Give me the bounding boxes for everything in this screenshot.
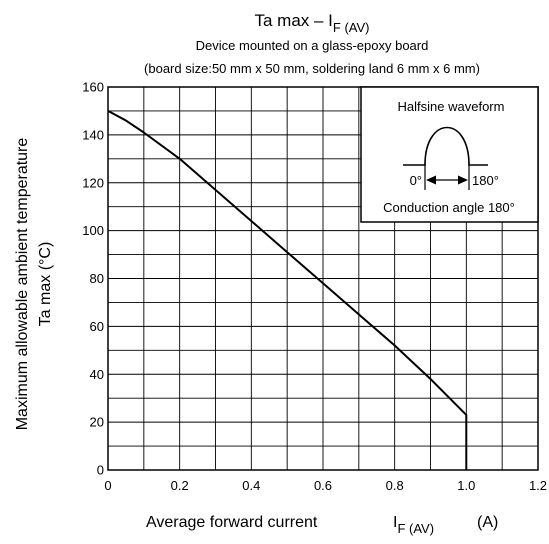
- halfsine-waveform-icon: [403, 126, 488, 166]
- y-tick-labels: 0 20 40 60 80 100 120 140 160: [82, 80, 104, 478]
- x-tick-label: 0: [104, 478, 111, 493]
- y-tick-label: 160: [82, 80, 104, 95]
- y-tick-label: 20: [90, 415, 104, 430]
- x-tick-label: 1.2: [529, 478, 547, 493]
- inset-box: Halfsine waveform 0° 180° Conduction ang…: [360, 86, 539, 223]
- y-tick-label: 80: [90, 271, 104, 286]
- x-tick-label: 0.4: [242, 478, 260, 493]
- chart-title-subscript: F (AV): [333, 20, 370, 35]
- y-axis-label-line2: Ta max (°C): [37, 242, 54, 327]
- inset-frame: [360, 86, 539, 223]
- x-axis-symbol-subscript: F (AV): [397, 521, 434, 536]
- x-tick-labels: 0 0.2 0.4 0.6 0.8 1.0 1.2: [104, 478, 547, 493]
- inset-title: Halfsine waveform: [398, 99, 505, 114]
- x-tick-label: 0.2: [171, 478, 189, 493]
- x-tick-label: 0.8: [386, 478, 404, 493]
- x-axis-label-text: Average forward current: [146, 514, 318, 531]
- chart-title: Ta max – IF (AV): [254, 11, 369, 35]
- series-line-0: [107, 110, 468, 470]
- inset-caption: Conduction angle 180°: [383, 200, 515, 215]
- inset-end-label: 180°: [472, 173, 499, 188]
- y-tick-label: 120: [82, 175, 104, 190]
- y-tick-label: 100: [82, 223, 104, 238]
- y-tick-label: 0: [97, 463, 104, 478]
- x-tick-label: 1.0: [457, 478, 475, 493]
- y-tick-label: 60: [90, 319, 104, 334]
- inset-start-label: 0°: [410, 173, 422, 188]
- y-tick-label: 140: [82, 127, 104, 142]
- x-axis-symbol: I: [393, 514, 397, 531]
- chart-subtitle-1: Device mounted on a glass-epoxy board: [196, 38, 429, 53]
- chart-subtitle-2: (board size:50 mm x 50 mm, soldering lan…: [144, 61, 480, 76]
- chart-title-main: Ta max – I: [254, 11, 332, 30]
- inset-arrow-right-icon: [458, 175, 468, 185]
- x-tick-label: 0.6: [314, 478, 332, 493]
- plot-frame: [107, 86, 539, 471]
- x-axis-label: Average forward current IF (AV) (A): [146, 514, 498, 536]
- y-tick-label: 40: [90, 367, 104, 382]
- x-axis-unit: (A): [477, 514, 498, 531]
- series: [107, 110, 468, 470]
- inset-arrow-left-icon: [426, 175, 436, 185]
- y-axis-label-line1: Maximum allowable ambient temperature: [14, 138, 31, 431]
